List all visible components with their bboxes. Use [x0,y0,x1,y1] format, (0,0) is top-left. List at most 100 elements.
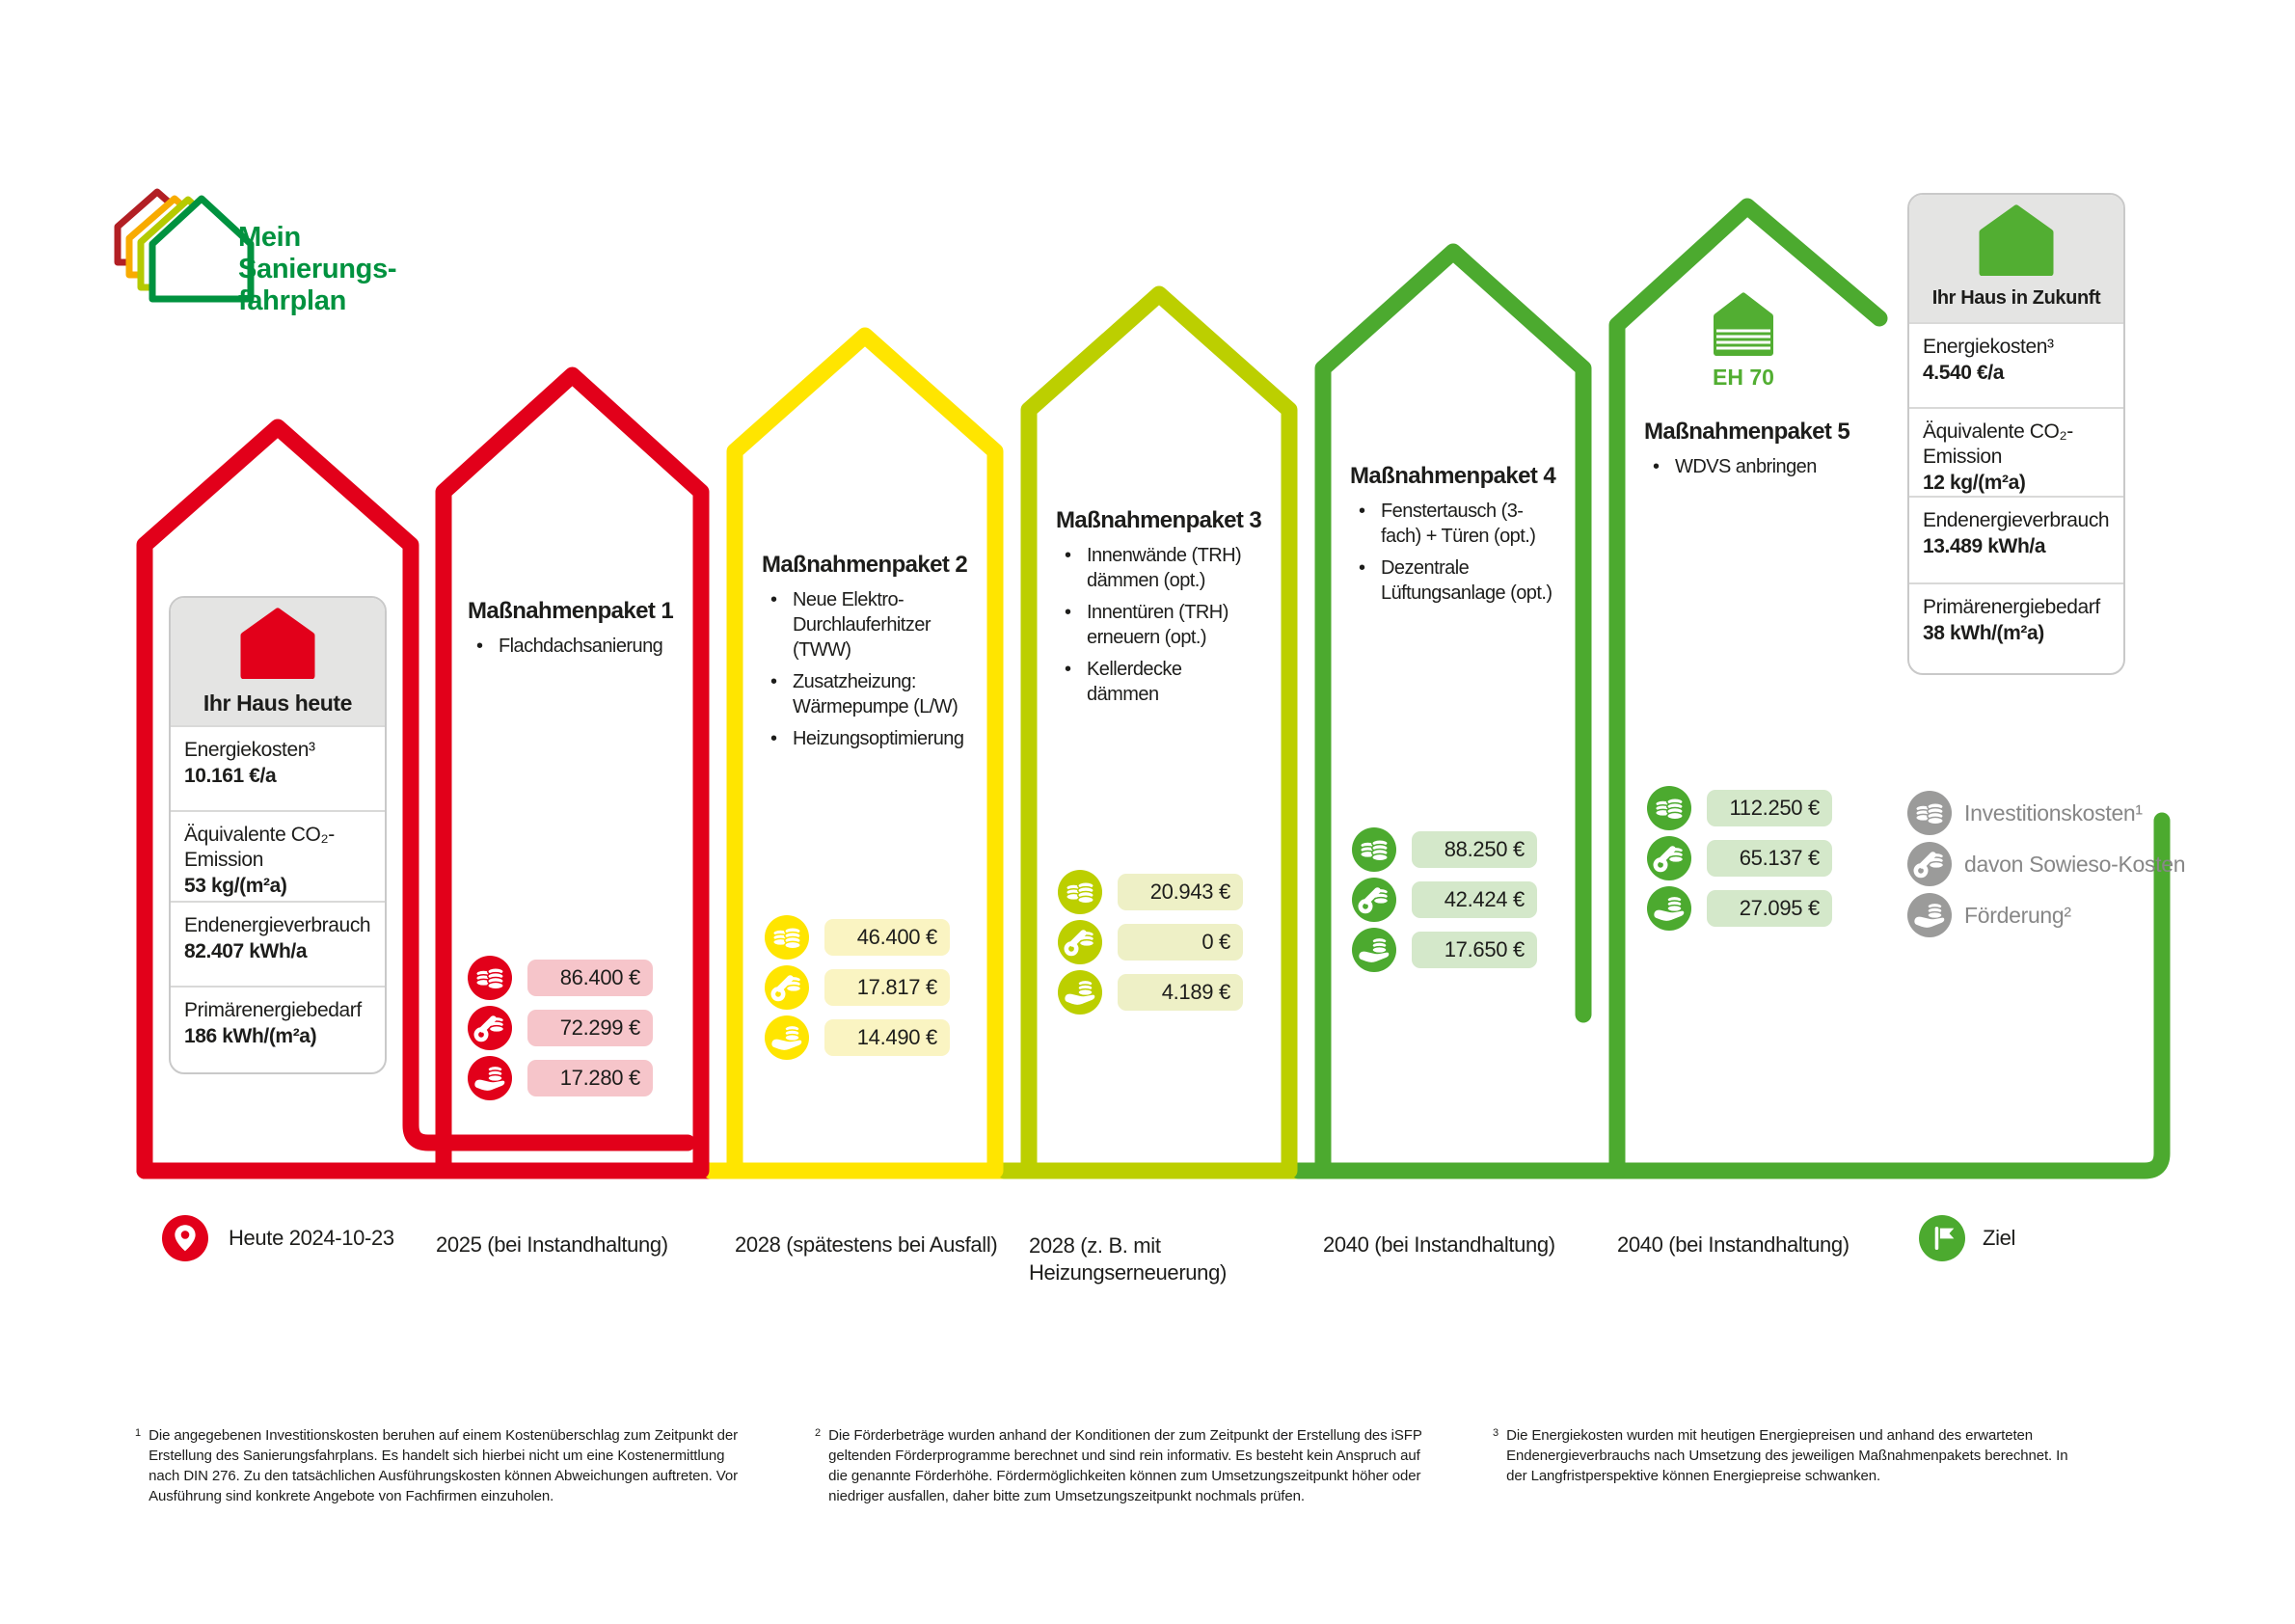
stat-value: 12 kg/(m²a) [1923,472,2026,494]
wrench-coins-icon [1907,842,1952,886]
hand-coins-icon [1058,970,1102,1015]
stat-value: 82.407 kWh/a [184,940,308,962]
subsidy-badge: 4.189 € [1118,974,1243,1011]
legend-label: Investitionskosten¹ [1964,799,2143,826]
footnote-text: Die Förderbeträge wurden anhand der Kond… [828,1427,1422,1504]
sowieso-cost-badge: 42.424 € [1412,881,1537,918]
footnote-text: Die angegebenen Investitionskosten beruh… [148,1427,739,1504]
package-4-costs: 88.250 € 42.424 € 17.650 € [1352,827,1537,978]
stat-label: Endenergieverbrauch [1923,509,2110,531]
package-5-block: Maßnahmenpaket 5 WDVS anbringen [1644,419,1850,486]
house-today-card-header: Ihr Haus heute [171,598,385,725]
stat-label: Energiekosten³ [1923,336,2054,358]
logo [106,185,260,307]
coins-icon [1907,791,1952,835]
package-5-measures: WDVS anbringen [1644,454,1843,479]
house-future-card-header: Ihr Haus in Zukunft [1909,195,2123,322]
package-3-block: Maßnahmenpaket 3 Innenwände (TRH) dämmen… [1056,507,1262,714]
stat-value: 186 kWh/(m²a) [184,1025,317,1047]
hand-coins-icon [1647,886,1691,931]
package-4-block: Maßnahmenpaket 4 Fenstertausch (3-fach) … [1350,463,1556,612]
sowieso-cost-badge: 0 € [1118,924,1243,961]
stat-row: Primärenergiebedarf 38 kWh/(m²a) [1909,582,2123,673]
stat-value: 10.161 €/a [184,765,277,787]
cost-row: 42.424 € [1352,878,1537,922]
house-outline-mp4 [1314,243,1592,1179]
wrench-coins-icon [765,965,809,1010]
investment-cost-badge: 88.250 € [1412,831,1537,868]
stat-row: Äquivalente CO₂-Emission 12 kg/(m²a) [1909,407,2123,496]
cost-row: 20.943 € [1058,870,1243,914]
footnote-3: 3 Die Energiekosten wurden mit heutigen … [1493,1425,2071,1486]
package-1-measures: Flachdachsanierung [468,634,666,659]
logo-houses-icon [114,188,255,303]
legend-row: Förderung² [1907,893,2185,937]
package-4-measures: Fenstertausch (3-fach) + Türen (opt.) De… [1350,499,1556,606]
cost-row: 72.299 € [468,1006,653,1050]
timeline-label-2025: 2025 (bei Instandhaltung) [436,1232,668,1257]
wrench-coins-icon [1058,920,1102,964]
timeline-label-2040a: 2040 (bei Instandhaltung) [1323,1232,1555,1257]
investment-cost-badge: 86.400 € [527,960,653,996]
footnote-sup: 3 [1493,1427,1499,1439]
cost-legend: Investitionskosten¹ davon Sowieso-Kosten… [1907,791,2186,944]
stat-row: Primärenergiebedarf 186 kWh/(m²a) [171,986,385,1072]
stat-value: 53 kg/(m²a) [184,875,287,897]
house-future-title: Ihr Haus in Zukunft [1931,287,2101,309]
logo-line: Sanierungs- [238,254,397,284]
today-pin-icon [162,1215,208,1261]
package-3-title: Maßnahmenpaket 3 [1056,507,1262,533]
stat-label: Energiekosten³ [184,739,315,761]
logo-line: fahrplan [238,285,346,316]
house-outline-mp5 [1608,198,1888,1179]
measure-item: Innentüren (TRH) erneuern (opt.) [1056,600,1255,650]
house-outline-mp3 [1020,285,1298,1179]
footnote-sup: 2 [815,1427,822,1439]
legend-label: Förderung² [1964,902,2071,928]
footnote-1: 1 Die angegebenen Investitionskosten ber… [135,1425,742,1506]
package-5-title: Maßnahmenpaket 5 [1644,419,1850,445]
cost-row: 112.250 € [1647,786,1832,830]
coins-icon [1058,870,1102,914]
timeline-label-today: Heute 2024-10-23 [229,1226,394,1250]
green-house-icon [1978,204,2055,276]
stat-row: Energiekosten³ 4.540 €/a [1909,322,2123,407]
stat-row: Endenergieverbrauch 13.489 kWh/a [1909,496,2123,582]
package-4-title: Maßnahmenpaket 4 [1350,463,1556,489]
package-2-costs: 46.400 € 17.817 € 14.490 € [765,915,950,1066]
hand-coins-icon [765,1015,809,1060]
goal-flag-icon [1919,1215,1965,1261]
coins-icon [1647,786,1691,830]
timeline-label-goal: Ziel [1983,1226,2016,1250]
logo-wordmark: Mein Sanierungs- fahrplan [238,222,397,317]
cost-row: 4.189 € [1058,970,1243,1015]
stat-value: 13.489 kWh/a [1923,535,2046,557]
timeline-label-2040b: 2040 (bei Instandhaltung) [1617,1232,1850,1257]
measure-item: Dezentrale Lüftungsanlage (opt.) [1350,555,1556,606]
cost-row: 27.095 € [1647,886,1832,931]
stat-label: Endenergieverbrauch [184,914,371,936]
house-outline-mp2 [726,327,1004,1179]
logo-line: Mein [238,222,301,253]
house-today-card: Ihr Haus heute Energiekosten³ 10.161 €/a… [169,596,387,1074]
measure-item: Kellerdecke dämmen [1056,657,1255,707]
wrench-coins-icon [468,1006,512,1050]
package-2-title: Maßnahmenpaket 2 [762,552,968,578]
wrench-coins-icon [1647,836,1691,880]
subsidy-badge: 17.650 € [1412,932,1537,968]
cost-row: 14.490 € [765,1015,950,1060]
sowieso-cost-badge: 17.817 € [824,969,950,1006]
cost-row: 46.400 € [765,915,950,960]
coins-icon [765,915,809,960]
package-5-costs: 112.250 € 65.137 € 27.095 € [1647,786,1832,936]
timeline-bar-green-goal-rise [1290,812,2171,1179]
investment-cost-badge: 20.943 € [1118,874,1243,910]
measure-item: Innenwände (TRH) dämmen (opt.) [1056,543,1255,593]
measure-item: Zusatzheizung: Wärmepumpe (L/W) [762,669,960,719]
footnote-2: 2 Die Förderbeträge wurden anhand der Ko… [815,1425,1422,1506]
package-3-costs: 20.943 € 0 € 4.189 € [1058,870,1243,1020]
stat-row: Endenergieverbrauch 82.407 kWh/a [171,901,385,986]
cost-row: 88.250 € [1352,827,1537,872]
